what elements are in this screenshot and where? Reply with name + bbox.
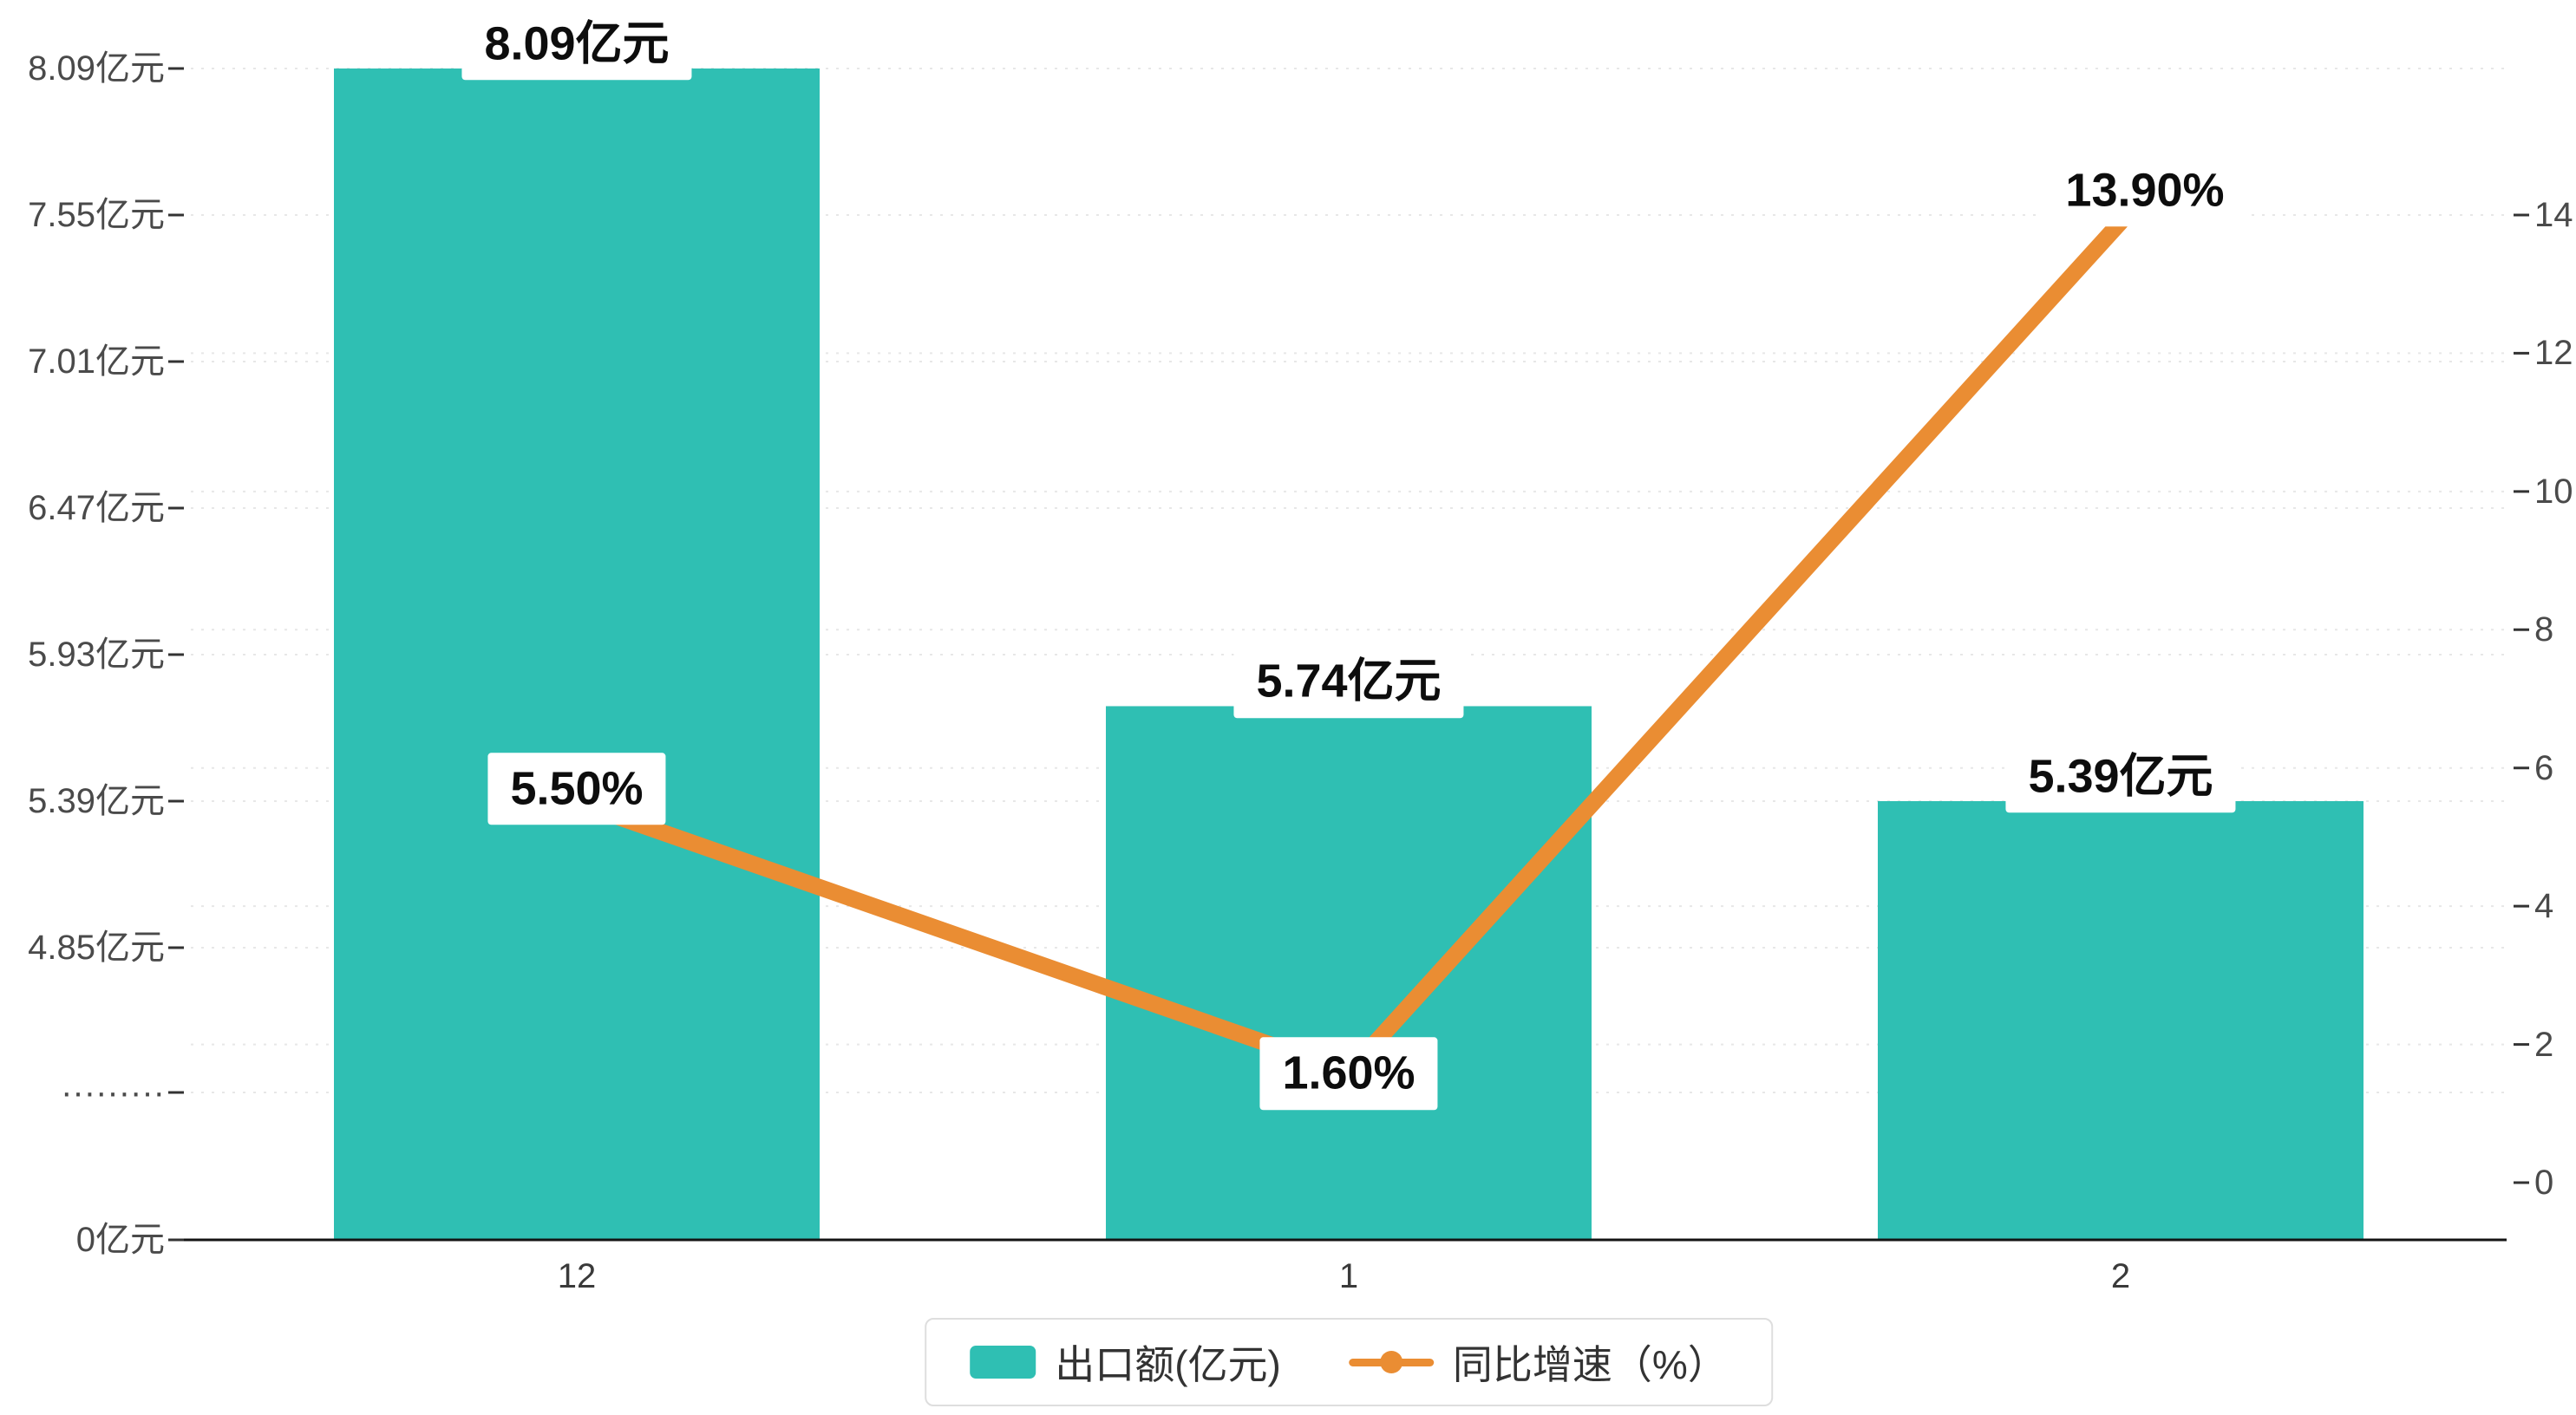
- left-axis-tick-label: ·········: [61, 1073, 165, 1112]
- left-axis-tick-label: 7.01亿元: [28, 342, 165, 381]
- export-bar: [1106, 706, 1592, 1240]
- legend-bar-swatch-icon: [970, 1346, 1036, 1379]
- right-axis-tick-label: 4: [2534, 887, 2554, 926]
- legend-line-dot: [1379, 1351, 1402, 1373]
- right-axis-tick-label: 6: [2534, 748, 2554, 787]
- line-value-label: 13.90%: [2043, 154, 2247, 227]
- export-bar: [334, 68, 820, 1240]
- bar-value-label: 5.39亿元: [2005, 740, 2236, 813]
- export-bar: [1878, 801, 2364, 1240]
- right-axis-tick-label: 14: [2534, 196, 2573, 234]
- right-axis-tick-label: 10: [2534, 472, 2573, 511]
- left-axis-tick-label: 7.55亿元: [28, 196, 165, 234]
- right-axis-tick-label: 0: [2534, 1164, 2554, 1202]
- x-axis-category-label: 1: [1338, 1257, 1359, 1295]
- left-axis-tick-label: 5.39亿元: [28, 782, 165, 820]
- bar-value-label: 5.74亿元: [1233, 645, 1464, 719]
- left-axis-tick-label: 4.85亿元: [28, 929, 165, 967]
- right-axis-tick-label: 12: [2534, 334, 2573, 373]
- x-axis-category-label: 12: [557, 1257, 597, 1295]
- bar-value-label: 8.09亿元: [461, 8, 692, 81]
- line-value-label: 1.60%: [1259, 1037, 1438, 1111]
- line-value-label: 5.50%: [487, 752, 666, 825]
- legend-label-growth: 同比增速（%）: [1452, 1342, 1728, 1387]
- x-axis-category-label: 2: [2110, 1257, 2131, 1295]
- legend: 出口额(亿元) 同比增速（%）: [925, 1318, 1773, 1406]
- left-axis-tick-label: 0亿元: [75, 1221, 165, 1259]
- legend-line-marker-icon: [1348, 1346, 1434, 1379]
- left-axis-tick-label: 5.93亿元: [28, 636, 165, 674]
- right-axis-tick-label: 8: [2534, 610, 2554, 649]
- legend-item-growth[interactable]: 同比增速（%）: [1348, 1333, 1728, 1391]
- left-axis-tick-label: 6.47亿元: [28, 489, 165, 527]
- legend-label-export: 出口额(亿元): [1055, 1342, 1281, 1387]
- left-axis-tick-label: 8.09亿元: [28, 49, 165, 88]
- legend-item-export[interactable]: 出口额(亿元): [970, 1333, 1281, 1391]
- right-axis-tick-label: 2: [2534, 1025, 2554, 1064]
